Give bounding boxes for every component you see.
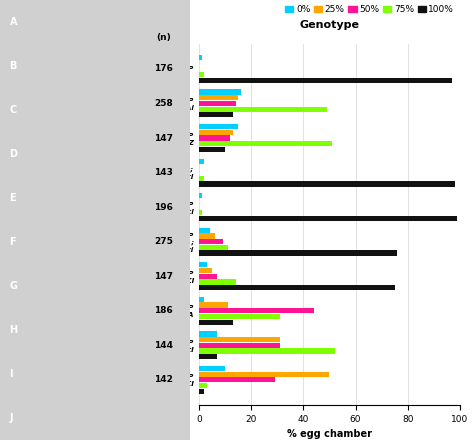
- Bar: [199, 239, 222, 244]
- Bar: [199, 383, 207, 388]
- Text: 147: 147: [154, 133, 173, 143]
- Text: 144: 144: [154, 341, 173, 350]
- Bar: [199, 181, 455, 187]
- Text: J: J: [9, 413, 13, 423]
- Text: D: D: [9, 149, 18, 159]
- Bar: [199, 302, 228, 308]
- Bar: [199, 319, 233, 325]
- Bar: [199, 331, 217, 337]
- Bar: [199, 268, 212, 273]
- Text: (n): (n): [156, 33, 171, 42]
- Bar: [199, 354, 217, 359]
- Bar: [199, 72, 204, 77]
- Bar: [199, 136, 230, 141]
- Bar: [199, 101, 236, 106]
- Text: I: I: [9, 369, 13, 379]
- Bar: [199, 78, 452, 83]
- Bar: [199, 314, 280, 319]
- Bar: [199, 106, 327, 112]
- Text: 258: 258: [154, 99, 173, 108]
- Bar: [199, 216, 457, 221]
- Legend: 0%, 25%, 50%, 75%, 100%: 0%, 25%, 50%, 75%, 100%: [282, 2, 458, 18]
- Text: B: B: [9, 61, 17, 71]
- Bar: [199, 245, 228, 250]
- Bar: [199, 274, 217, 279]
- Bar: [199, 55, 201, 60]
- Bar: [199, 366, 225, 371]
- Bar: [199, 279, 236, 285]
- Text: 142: 142: [154, 375, 173, 385]
- Bar: [199, 285, 394, 290]
- Bar: [199, 262, 207, 268]
- Text: Genotype: Genotype: [300, 19, 359, 29]
- Bar: [199, 348, 335, 354]
- Text: 143: 143: [154, 168, 173, 177]
- Bar: [199, 389, 204, 394]
- Text: C: C: [9, 105, 17, 115]
- Bar: [199, 89, 241, 95]
- Text: 186: 186: [154, 306, 173, 315]
- Bar: [199, 176, 204, 181]
- Bar: [199, 141, 332, 147]
- Bar: [199, 233, 215, 238]
- X-axis label: % egg chamber: % egg chamber: [287, 429, 372, 439]
- Bar: [199, 337, 280, 342]
- Bar: [199, 343, 280, 348]
- Bar: [199, 147, 225, 152]
- Text: F: F: [9, 237, 16, 247]
- Bar: [199, 250, 397, 256]
- Text: 196: 196: [154, 203, 173, 212]
- Text: E: E: [9, 193, 16, 203]
- Bar: [199, 112, 233, 117]
- Text: G: G: [9, 281, 18, 291]
- Bar: [199, 130, 233, 135]
- Bar: [199, 371, 329, 377]
- Bar: [199, 227, 210, 233]
- Text: K: K: [152, 15, 164, 29]
- Bar: [199, 210, 201, 216]
- Text: 275: 275: [154, 237, 173, 246]
- Bar: [199, 158, 204, 164]
- Text: 176: 176: [154, 64, 173, 73]
- Bar: [199, 95, 238, 100]
- Bar: [199, 193, 201, 198]
- Text: A: A: [9, 17, 17, 27]
- Text: 147: 147: [154, 272, 173, 281]
- Bar: [199, 124, 238, 129]
- Text: H: H: [9, 325, 18, 335]
- Bar: [199, 377, 274, 382]
- Bar: [199, 308, 314, 313]
- Bar: [199, 297, 204, 302]
